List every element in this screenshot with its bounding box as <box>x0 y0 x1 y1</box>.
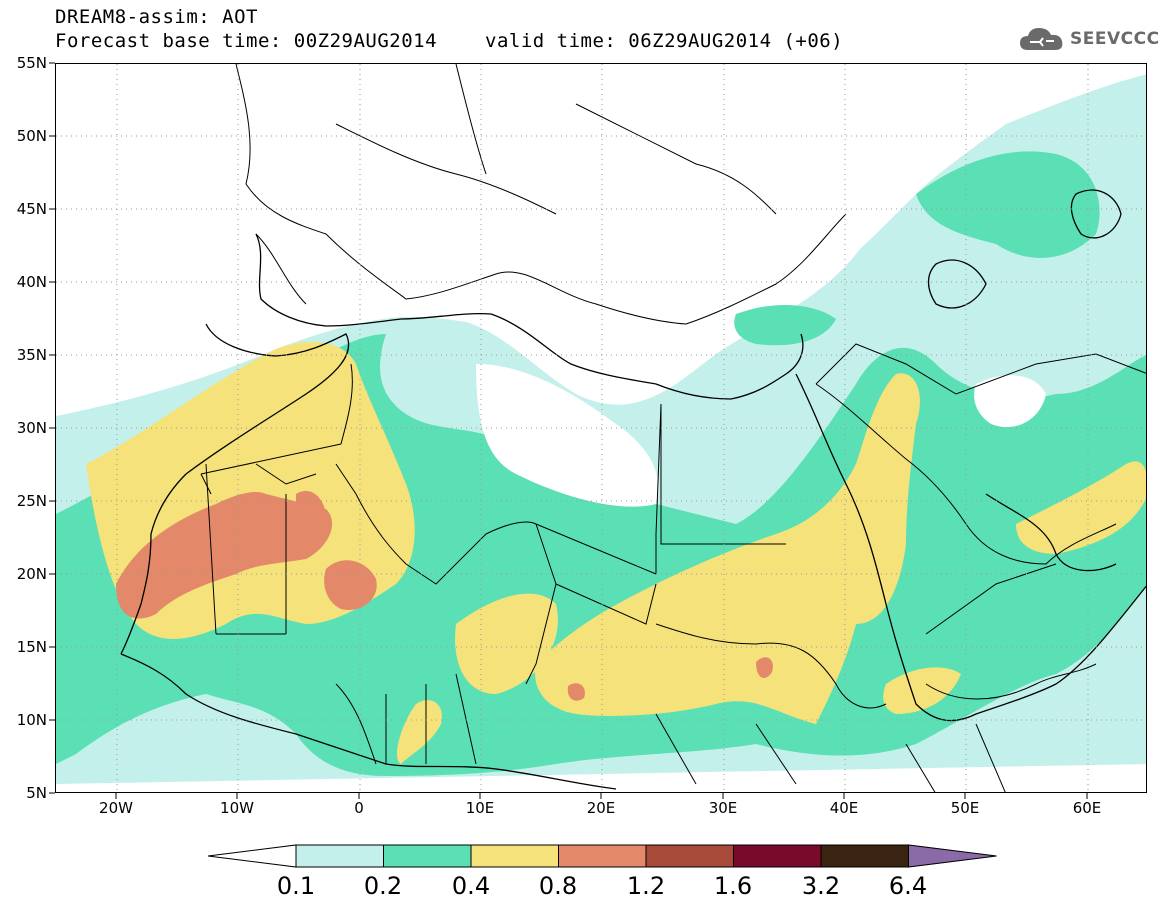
seevccc-logo: SEEVCCC <box>1018 23 1160 55</box>
lon-label: 60E <box>1072 799 1102 817</box>
logo-text: SEEVCCC <box>1070 29 1160 49</box>
lon-label: 40E <box>829 799 859 817</box>
base-time: Forecast base time: 00Z29AUG2014 <box>55 30 438 52</box>
lat-label: 45N <box>16 200 47 218</box>
colorbar-swatch <box>383 844 472 868</box>
lat-label: 35N <box>16 346 47 364</box>
colorbar-swatch <box>295 844 384 868</box>
lat-label: 50N <box>16 127 47 145</box>
coastlines <box>120 189 1146 790</box>
colorbar-label: 0.2 <box>363 872 403 900</box>
lon-label: 20E <box>586 799 616 817</box>
forecast-time-line: Forecast base time: 00Z29AUG2014 valid ti… <box>55 30 843 52</box>
colorbar-swatch <box>820 844 909 868</box>
colorbar-label: 0.4 <box>451 872 491 900</box>
colorbar-label: 3.2 <box>801 872 841 900</box>
colorbar-swatch <box>645 844 734 868</box>
lon-label: 20W <box>99 799 133 817</box>
lat-label: 25N <box>16 492 47 510</box>
lat-label: 30N <box>16 419 47 437</box>
colorbar-label: 6.4 <box>888 872 928 900</box>
lat-label: 15N <box>16 638 47 656</box>
lat-label: 10N <box>16 711 47 729</box>
lat-label: 40N <box>16 273 47 291</box>
aot-band-0.8 <box>116 490 773 701</box>
lon-label: 10W <box>220 799 254 817</box>
aot-map <box>55 63 1147 793</box>
lon-label: 10E <box>465 799 495 817</box>
graticule <box>56 64 1146 792</box>
lon-label: 0 <box>354 799 364 817</box>
colorbar-swatch <box>908 844 997 868</box>
colorbar-label: 1.6 <box>713 872 753 900</box>
colorbar-swatch <box>558 844 647 868</box>
colorbar-swatch <box>470 844 559 868</box>
lat-label: 55N <box>16 54 47 72</box>
cloud-icon <box>1020 28 1063 50</box>
lon-label: 30E <box>708 799 738 817</box>
colorbar-label: 0.1 <box>276 872 316 900</box>
colorbar-label: 1.2 <box>626 872 666 900</box>
lat-label: 5N <box>26 784 47 802</box>
colorbar-label: 0.8 <box>538 872 578 900</box>
lon-label: 50E <box>950 799 980 817</box>
map-title: DREAM8-assim: AOT <box>55 6 258 28</box>
colorbar-swatch <box>733 844 822 868</box>
colorbar-swatch <box>207 844 297 868</box>
country-borders <box>200 64 1146 792</box>
lat-label: 20N <box>16 565 47 583</box>
clean-air-areas <box>56 64 1146 507</box>
valid-time: valid time: 06Z29AUG2014 (+06) <box>485 30 844 52</box>
map-canvas <box>56 64 1146 792</box>
